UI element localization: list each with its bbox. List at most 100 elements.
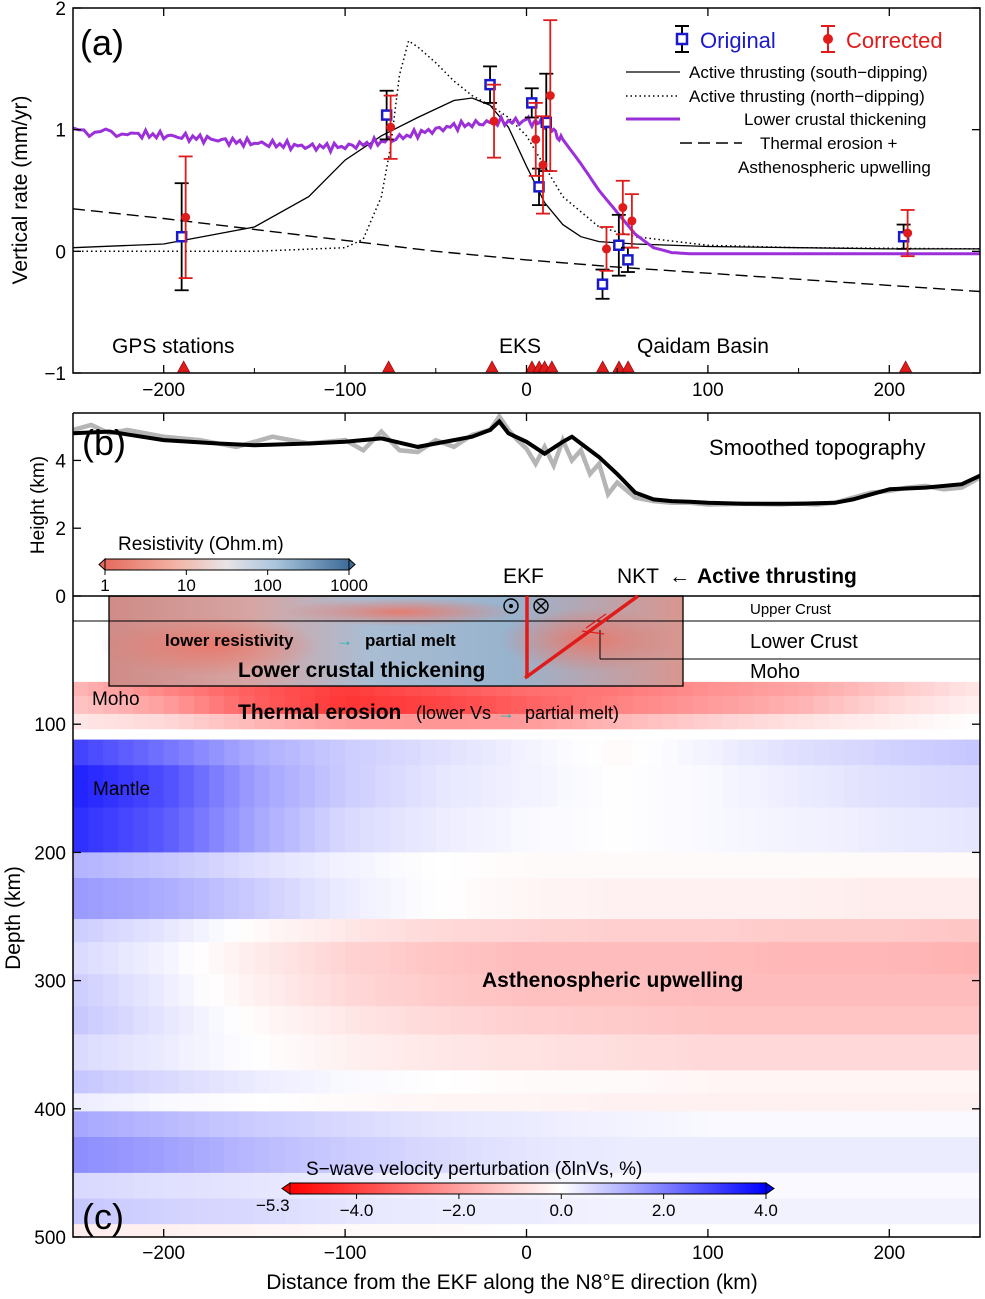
velocity-cell (133, 1034, 150, 1071)
velocity-cell (224, 919, 240, 943)
velocity-cell (798, 681, 815, 697)
velocity-cell (405, 942, 422, 975)
annotation-gps-stations: GPS stations (112, 335, 235, 358)
velocity-cell (254, 1034, 271, 1071)
velocity-cell (178, 765, 195, 808)
velocity-cell (874, 1111, 890, 1138)
velocity-cell (450, 696, 467, 715)
velocity-cell (148, 1111, 165, 1138)
velocity-cell (73, 878, 89, 920)
corrected-point (178, 155, 193, 280)
velocity-cell (798, 1006, 815, 1035)
velocity-cell (904, 974, 921, 1007)
velocity-cell (435, 852, 452, 879)
velocity-cell (934, 1111, 951, 1138)
velocity-cell (163, 807, 180, 853)
velocity-cell (239, 919, 255, 943)
velocity-cell (964, 1070, 981, 1094)
velocity-cell (466, 1034, 482, 1071)
fault-motion-in-icon (533, 598, 549, 614)
velocity-cell (617, 765, 633, 808)
velocity-cell (828, 974, 845, 1007)
label-moho-left: Moho (92, 689, 140, 710)
velocity-cell (360, 1137, 376, 1174)
velocity-cell (723, 1111, 739, 1138)
velocity-cell (481, 1111, 497, 1138)
velocity-cell (269, 1172, 286, 1199)
velocity-cell (435, 713, 452, 730)
vs-colorbar-min-arrow (281, 1182, 291, 1195)
velocity-cell (88, 1111, 104, 1138)
velocity-cell (435, 1034, 452, 1071)
velocity-cell (632, 852, 649, 879)
velocity-cell (723, 1137, 739, 1174)
velocity-cell (103, 807, 119, 853)
velocity-cell (798, 1111, 815, 1138)
velocity-cell (390, 713, 407, 730)
velocity-cell (617, 739, 633, 766)
velocity-cell (949, 739, 966, 766)
velocity-cell (934, 1224, 951, 1238)
velocity-cell (269, 1224, 286, 1238)
velocity-cell (889, 1111, 906, 1138)
velocity-cell (692, 1006, 709, 1035)
velocity-cell (859, 852, 875, 879)
velocity-cell (541, 1224, 558, 1238)
velocity-cell (813, 878, 830, 920)
velocity-cell (692, 1111, 709, 1138)
velocity-cell (859, 1006, 875, 1035)
velocity-cell (390, 696, 407, 715)
velocity-cell (828, 919, 845, 943)
velocity-cell (662, 1093, 679, 1112)
panel-c-y-ticks: 0 100 200 300 400 500 (34, 587, 980, 1249)
velocity-cell (178, 974, 195, 1007)
velocity-cell (133, 1198, 150, 1225)
velocity-cell (768, 1137, 785, 1174)
velocity-cell (586, 765, 603, 808)
velocity-cell (73, 1198, 89, 1225)
panel-c-y-tick-label: 300 (34, 972, 66, 993)
panel-a-x-tick-label: 0 (521, 380, 532, 401)
velocity-cell (859, 765, 875, 808)
velocity-cell (692, 696, 709, 715)
velocity-cell (73, 1093, 89, 1112)
velocity-cell (738, 1224, 754, 1238)
velocity-cell (617, 729, 633, 740)
panel-a-y-label: Vertical rate (mm/yr) (9, 95, 32, 284)
velocity-cell (193, 919, 210, 943)
velocity-cell (254, 1198, 271, 1225)
annotation-qaidam-basin: Qaidam Basin (637, 335, 769, 358)
velocity-cell (314, 852, 331, 879)
velocity-cell (345, 1111, 361, 1138)
velocity-cell (586, 1111, 603, 1138)
velocity-cell (209, 1070, 225, 1094)
velocity-cell (193, 1093, 210, 1112)
panel-a-legend: Original Corrected Active thrusting (sou… (626, 25, 943, 177)
velocity-cell (874, 729, 890, 740)
panel-a-y-tick-label: −1 (44, 364, 66, 385)
velocity-cell (783, 765, 800, 808)
velocity-cell (768, 1111, 785, 1138)
velocity-cell (662, 1198, 679, 1225)
velocity-cell (813, 739, 830, 766)
velocity-cell (919, 739, 936, 766)
velocity-cell (813, 1172, 830, 1199)
corrected-point (528, 102, 543, 177)
velocity-cell (919, 1172, 936, 1199)
velocity-cell (209, 1198, 225, 1225)
velocity-cell (541, 713, 558, 730)
velocity-cell (239, 1093, 255, 1112)
velocity-cell (314, 1006, 331, 1035)
velocity-cell (707, 852, 724, 879)
velocity-cell (889, 1172, 906, 1199)
original-point (532, 167, 547, 207)
velocity-cell (360, 1111, 376, 1138)
velocity-cell (360, 919, 376, 943)
velocity-cell (828, 1224, 845, 1238)
velocity-cell (738, 1111, 754, 1138)
corrected-point (624, 193, 639, 249)
velocity-cell (859, 713, 875, 730)
velocity-cell (360, 974, 376, 1007)
velocity-cell (148, 919, 165, 943)
